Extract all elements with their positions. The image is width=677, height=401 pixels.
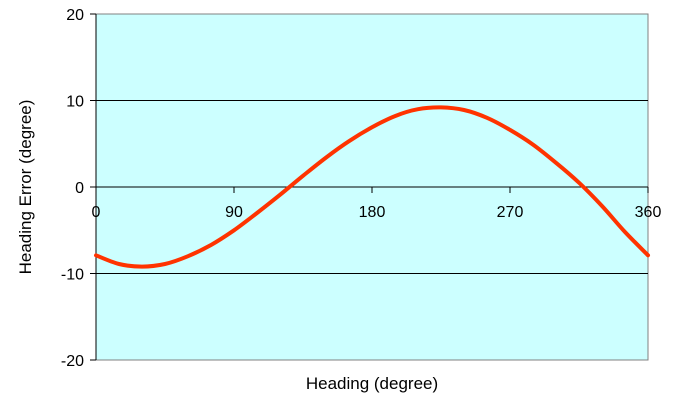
x-tick-labels: 0 90 180 270 360 — [92, 204, 662, 221]
x-tick-label: 360 — [635, 204, 662, 221]
x-tick-label: 180 — [359, 204, 386, 221]
x-tick-label: 270 — [497, 204, 524, 221]
y-tick-label: 20 — [66, 7, 84, 24]
y-tick-label: -10 — [61, 267, 84, 284]
x-tick-label: 90 — [225, 204, 243, 221]
series-line — [94, 105, 650, 269]
y-axis-title: Heading Error (degree) — [16, 100, 35, 275]
x-axis-title: Heading (degree) — [306, 374, 438, 393]
y-tick-label: 0 — [75, 180, 84, 197]
series-layer — [94, 105, 650, 269]
y-tick-label: -20 — [61, 353, 84, 370]
y-tick-labels: 20 10 0 -10 -20 — [61, 7, 84, 370]
x-tick-label: 0 — [92, 204, 101, 221]
axes — [90, 13, 649, 361]
y-tick-label: 10 — [66, 94, 84, 111]
